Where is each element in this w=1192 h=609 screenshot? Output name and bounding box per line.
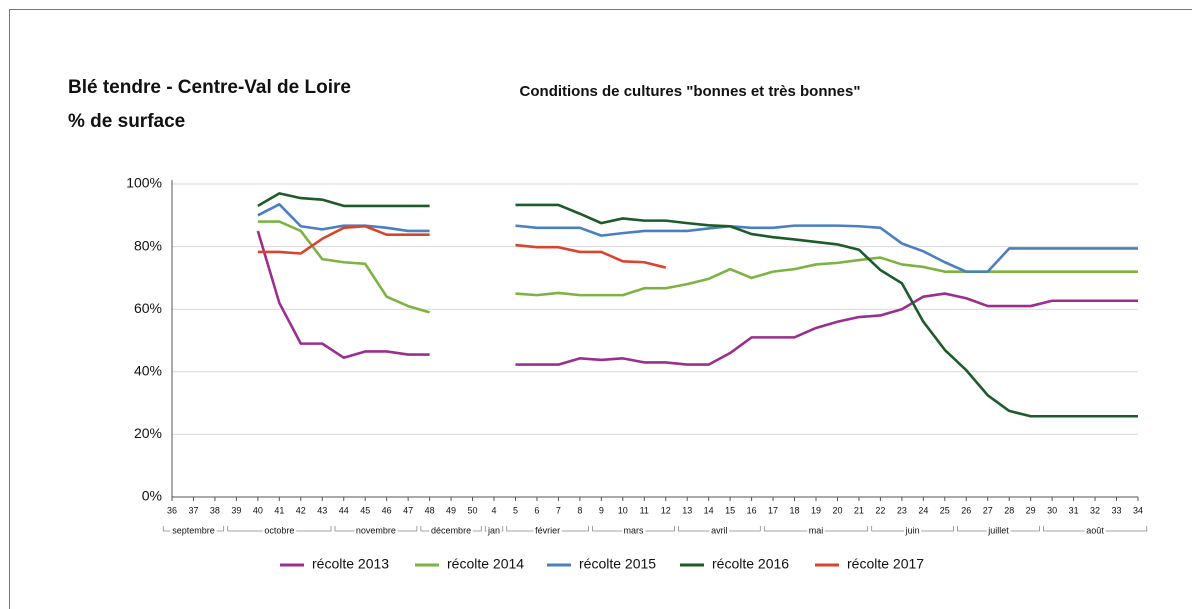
month-label: décembre bbox=[431, 525, 471, 535]
month-label: novembre bbox=[356, 525, 396, 535]
y-tick-label: 100% bbox=[126, 175, 162, 191]
series-line bbox=[257, 220, 1138, 314]
legend-label: récolte 2014 bbox=[447, 556, 524, 572]
x-tick-label: 42 bbox=[296, 505, 306, 515]
month-label: juin bbox=[905, 525, 920, 535]
x-tick-label: 7 bbox=[556, 505, 561, 515]
x-tick-label: 16 bbox=[747, 505, 757, 515]
y-tick-label: 40% bbox=[134, 363, 162, 379]
legend-label: récolte 2013 bbox=[312, 556, 389, 572]
month-bracket bbox=[334, 526, 418, 532]
x-tick-label: 10 bbox=[618, 505, 628, 515]
month-bracket bbox=[227, 526, 332, 532]
x-tick-label: 41 bbox=[274, 505, 284, 515]
x-tick-label: 9 bbox=[599, 505, 604, 515]
series-line bbox=[257, 192, 1138, 418]
month-bracket bbox=[1043, 526, 1148, 532]
x-tick-label: 8 bbox=[577, 505, 582, 515]
month-label: juillet bbox=[987, 525, 1009, 535]
x-tick-label: 46 bbox=[382, 505, 392, 515]
month-bracket bbox=[957, 526, 1040, 532]
x-tick-label: 26 bbox=[961, 505, 971, 515]
x-tick-label: 6 bbox=[534, 505, 539, 515]
x-tick-label: 36 bbox=[167, 505, 177, 515]
month-label: février bbox=[535, 525, 560, 535]
month-bracket bbox=[592, 526, 675, 532]
x-tick-label: 48 bbox=[425, 505, 435, 515]
x-tick-label: 45 bbox=[360, 505, 370, 515]
month-bracket bbox=[763, 526, 869, 532]
x-tick-label: 44 bbox=[339, 505, 349, 515]
x-tick-label: 27 bbox=[983, 505, 993, 515]
x-tick-label: 5 bbox=[513, 505, 518, 515]
month-label: avril bbox=[711, 525, 728, 535]
y-tick-label: 80% bbox=[134, 237, 162, 253]
x-tick-label: 12 bbox=[661, 505, 671, 515]
chart-subtitle: Conditions de cultures "bonnes et très b… bbox=[520, 83, 861, 100]
x-tick-label: 31 bbox=[1069, 505, 1079, 515]
y-tick-label: 0% bbox=[142, 488, 162, 504]
y-tick-label: 60% bbox=[134, 300, 162, 316]
x-tick-label: 33 bbox=[1112, 505, 1122, 515]
x-tick-label: 23 bbox=[897, 505, 907, 515]
x-tick-label: 30 bbox=[1047, 505, 1057, 515]
x-tick-label: 20 bbox=[832, 505, 842, 515]
month-label: août bbox=[1086, 525, 1104, 535]
x-tick-label: 32 bbox=[1090, 505, 1100, 515]
x-tick-label: 47 bbox=[403, 505, 413, 515]
legend-label: récolte 2016 bbox=[712, 556, 789, 572]
x-tick-label: 39 bbox=[231, 505, 241, 515]
y-tick-label: 20% bbox=[134, 425, 162, 441]
chart-title: Blé tendre - Centre-Val de Loire bbox=[68, 77, 351, 98]
x-tick-label: 22 bbox=[875, 505, 885, 515]
x-tick-label: 37 bbox=[188, 505, 198, 515]
x-tick-label: 4 bbox=[491, 505, 496, 515]
month-bracket bbox=[678, 526, 761, 532]
month-bracket bbox=[420, 526, 482, 532]
month-label: jan bbox=[487, 525, 500, 535]
x-tick-label: 43 bbox=[317, 505, 327, 515]
x-tick-label: 49 bbox=[446, 505, 456, 515]
month-label: octobre bbox=[264, 525, 294, 535]
x-tick-label: 19 bbox=[811, 505, 821, 515]
y-axis-label: % de surface bbox=[68, 111, 185, 132]
x-tick-label: 17 bbox=[768, 505, 778, 515]
x-tick-label: 21 bbox=[854, 505, 864, 515]
x-tick-label: 14 bbox=[704, 505, 714, 515]
x-tick-label: 15 bbox=[725, 505, 735, 515]
month-label: mai bbox=[809, 525, 824, 535]
month-bracket bbox=[506, 526, 589, 532]
legend-label: récolte 2015 bbox=[579, 556, 656, 572]
x-tick-label: 25 bbox=[940, 505, 950, 515]
frame bbox=[9, 9, 1192, 609]
legend-label: récolte 2017 bbox=[847, 556, 924, 572]
month-label: mars bbox=[624, 525, 644, 535]
x-tick-label: 34 bbox=[1133, 505, 1143, 515]
series-line bbox=[256, 230, 1138, 366]
month-bracket bbox=[162, 526, 225, 532]
x-tick-label: 50 bbox=[468, 505, 478, 515]
series-line bbox=[257, 203, 1138, 273]
month-label: septembre bbox=[172, 525, 215, 535]
x-tick-label: 40 bbox=[253, 505, 263, 515]
month-bracket bbox=[484, 526, 504, 532]
x-tick-label: 38 bbox=[210, 505, 220, 515]
x-tick-label: 13 bbox=[682, 505, 692, 515]
x-tick-label: 28 bbox=[1004, 505, 1014, 515]
x-tick-label: 24 bbox=[918, 505, 928, 515]
series-line bbox=[257, 224, 667, 269]
x-tick-label: 29 bbox=[1026, 505, 1036, 515]
x-tick-label: 11 bbox=[640, 505, 649, 515]
x-tick-label: 18 bbox=[790, 505, 800, 515]
month-bracket bbox=[871, 526, 954, 532]
